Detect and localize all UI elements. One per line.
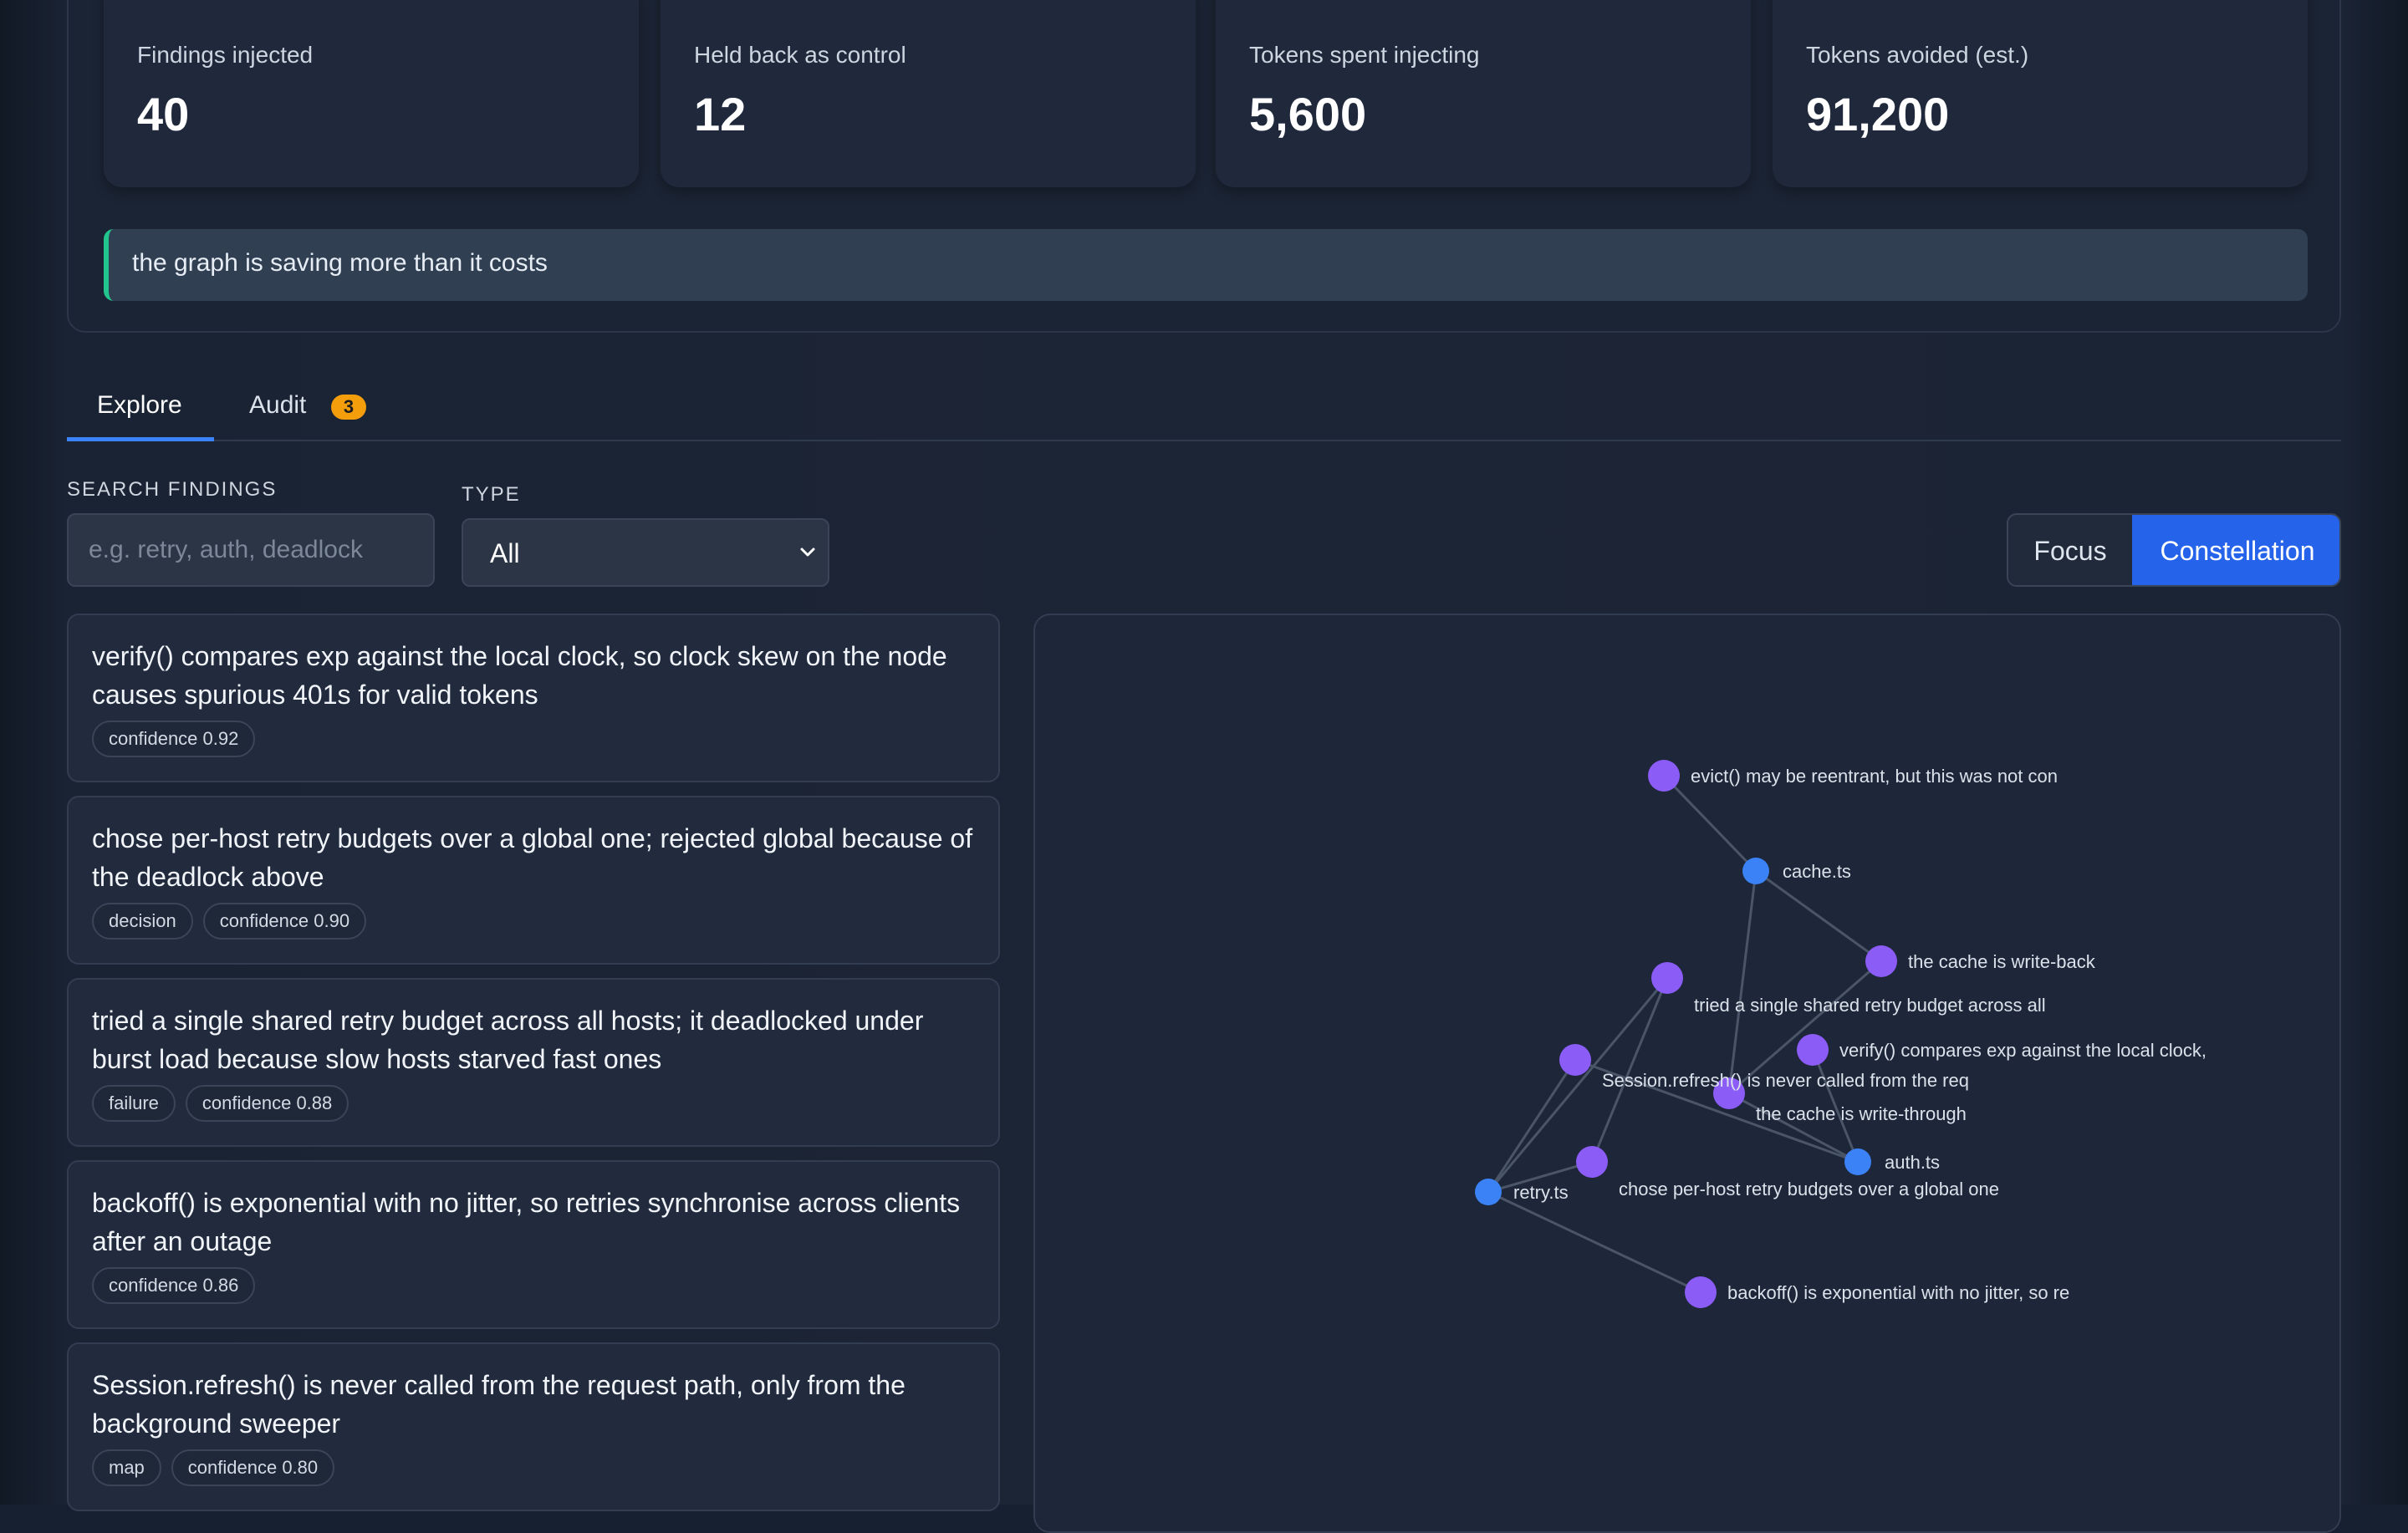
graph-node-retry[interactable] — [1475, 1179, 1502, 1205]
finding-chips: failure confidence 0.88 — [92, 1085, 359, 1122]
graph-node-label-writeback: the cache is write-back — [1908, 951, 2096, 972]
stat-value: 91,200 — [1806, 88, 1950, 140]
tab-audit-label: Audit — [249, 391, 307, 419]
audit-count-badge: 3 — [331, 395, 366, 420]
stat-value: 5,600 — [1249, 88, 1367, 140]
tab-explore-label: Explore — [97, 391, 182, 419]
stat-card-held-back: Held back as control 12 — [661, 0, 1196, 187]
search-input[interactable] — [67, 513, 435, 587]
type-chip: map — [92, 1449, 161, 1486]
graph-node-verify[interactable] — [1797, 1034, 1829, 1066]
page: Findings injected 40 Held back as contro… — [67, 0, 2341, 1533]
graph-node-label-verify: verify() compares exp against the local … — [1839, 1040, 2206, 1061]
graph-edge-perhost-retry — [1487, 1160, 1593, 1194]
graph-edge-shared-retry — [1487, 977, 1669, 1193]
graph-node-label-auth: auth.ts — [1885, 1152, 1940, 1173]
stat-value: 12 — [694, 88, 747, 140]
finding-card[interactable]: backoff() is exponential with no jitter,… — [67, 1160, 1000, 1329]
graph-node-evict[interactable] — [1648, 760, 1680, 792]
confidence-chip: confidence 0.86 — [92, 1267, 256, 1304]
confidence-chip: confidence 0.92 — [92, 721, 256, 757]
chevron-down-icon — [800, 548, 815, 557]
confidence-chip: confidence 0.80 — [171, 1449, 335, 1486]
graph-node-label-backoff: backoff() is exponential with no jitter,… — [1727, 1282, 2069, 1303]
confidence-chip: confidence 0.88 — [185, 1085, 349, 1122]
type-chip: decision — [92, 903, 193, 940]
confidence-chip: confidence 0.90 — [202, 903, 367, 940]
type-select-value: All — [490, 538, 520, 568]
type-select[interactable]: All — [462, 518, 829, 587]
stat-value: 40 — [137, 88, 190, 140]
type-chip: failure — [92, 1085, 176, 1122]
finding-card[interactable]: verify() compares exp against the local … — [67, 614, 1000, 782]
type-label: TYPE — [462, 483, 521, 506]
graph-node-writeback[interactable] — [1865, 945, 1897, 977]
finding-text: verify() compares exp against the local … — [92, 641, 947, 710]
tab-explore[interactable]: Explore — [67, 374, 214, 441]
graph-edge-cache-writeback — [1755, 869, 1882, 963]
graph-edge-writethrough-auth — [1728, 1092, 1859, 1164]
graph-node-label-evict: evict() may be reentrant, but this was n… — [1691, 766, 2058, 787]
constellation-view-button[interactable]: Constellation — [2132, 515, 2339, 585]
graph-node-session[interactable] — [1559, 1044, 1591, 1076]
graph-node-backoff[interactable] — [1685, 1276, 1717, 1308]
stats-panel: Findings injected 40 Held back as contro… — [67, 0, 2341, 333]
graph-labels: evict() may be reentrant, but this was n… — [1513, 766, 2206, 1303]
finding-card[interactable]: chose per-host retry budgets over a glob… — [67, 796, 1000, 965]
graph-edge-shared-perhost — [1590, 977, 1669, 1163]
graph-node-label-cache: cache.ts — [1783, 861, 1851, 882]
graph-node-label-shared: tried a single shared retry budget acros… — [1694, 995, 2046, 1016]
graph-edge-evict-cache — [1662, 774, 1758, 873]
search-label: SEARCH FINDINGS — [67, 478, 278, 501]
finding-chips: confidence 0.92 — [92, 721, 265, 757]
finding-chips: confidence 0.86 — [92, 1267, 265, 1304]
graph-edge-session-retry — [1487, 1059, 1577, 1193]
graph-node-label-retry: retry.ts — [1513, 1182, 1569, 1203]
constellation-graph-panel[interactable]: evict() may be reentrant, but this was n… — [1033, 614, 2341, 1533]
graph-edges — [1487, 774, 1882, 1294]
graph-node-label-session: Session.refresh() is never called from t… — [1602, 1070, 1969, 1091]
stat-label: Tokens spent injecting — [1249, 42, 1480, 68]
stat-label: Findings injected — [137, 42, 314, 68]
graph-node-auth[interactable] — [1844, 1148, 1871, 1175]
stat-card-findings-injected: Findings injected 40 — [104, 0, 639, 187]
tab-audit[interactable]: Audit 3 — [214, 374, 381, 441]
finding-text: Session.refresh() is never called from t… — [92, 1370, 906, 1439]
graph-node-label-perhost: chose per-host retry budgets over a glob… — [1619, 1179, 1999, 1199]
graph-node-shared[interactable] — [1651, 962, 1683, 994]
constellation-graph[interactable]: evict() may be reentrant, but this was n… — [1035, 615, 2341, 1533]
finding-chips: map confidence 0.80 — [92, 1449, 344, 1486]
stat-card-tokens-spent: Tokens spent injecting 5,600 — [1216, 0, 1751, 187]
tab-bar: Explore Audit 3 — [67, 374, 2341, 441]
view-toggle: Focus Constellation — [2007, 513, 2341, 587]
finding-text: backoff() is exponential with no jitter,… — [92, 1188, 961, 1256]
finding-text: chose per-host retry budgets over a glob… — [92, 823, 973, 892]
focus-view-button[interactable]: Focus — [2008, 515, 2132, 585]
savings-banner-text: the graph is saving more than it costs — [132, 249, 548, 277]
stat-card-tokens-avoided: Tokens avoided (est.) 91,200 — [1773, 0, 2308, 187]
graph-nodes — [1475, 760, 1897, 1308]
graph-edge-session-auth — [1574, 1058, 1859, 1164]
graph-node-perhost[interactable] — [1576, 1146, 1608, 1178]
finding-card[interactable]: tried a single shared retry budget acros… — [67, 978, 1000, 1147]
finding-text: tried a single shared retry budget acros… — [92, 1006, 924, 1074]
graph-edge-writeback-writethrough — [1728, 960, 1882, 1095]
graph-node-writethrough[interactable] — [1713, 1077, 1745, 1109]
stat-label: Held back as control — [694, 42, 906, 68]
graph-edge-cache-writethrough — [1727, 870, 1758, 1094]
graph-node-cache[interactable] — [1742, 858, 1769, 884]
finding-chips: decision confidence 0.90 — [92, 903, 376, 940]
graph-node-label-writethrough: the cache is write-through — [1756, 1103, 1967, 1124]
stat-label: Tokens avoided (est.) — [1806, 42, 2029, 68]
finding-card[interactable]: Session.refresh() is never called from t… — [67, 1342, 1000, 1511]
graph-edge-retry-backoff — [1487, 1190, 1701, 1294]
savings-banner: the graph is saving more than it costs — [104, 229, 2308, 301]
graph-edge-verify-auth — [1811, 1049, 1860, 1163]
